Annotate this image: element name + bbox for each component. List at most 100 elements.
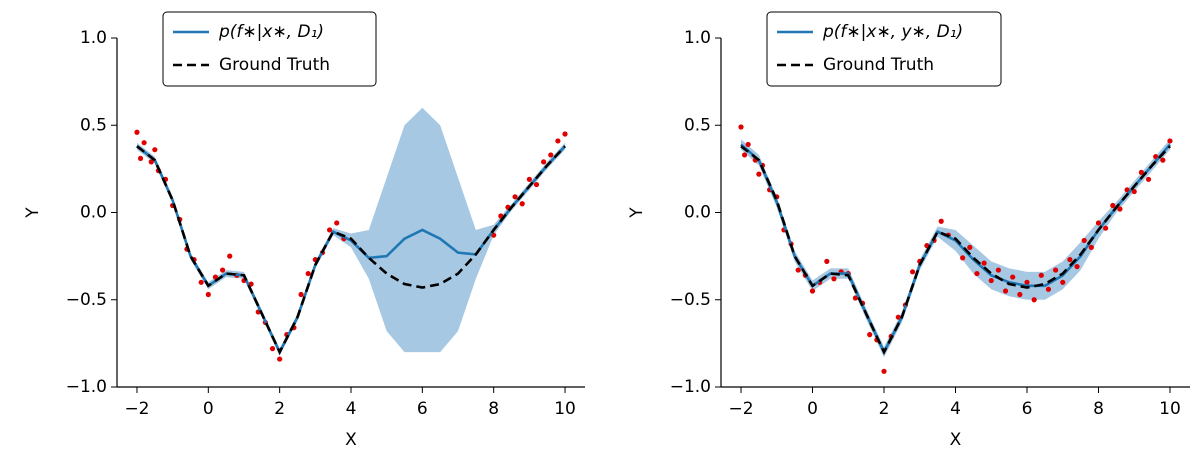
data-point xyxy=(1017,291,1023,298)
y-tick-label: −1.0 xyxy=(66,377,107,397)
x-tick-label: 2 xyxy=(879,399,890,419)
x-tick-label: 6 xyxy=(1022,399,1033,419)
data-point xyxy=(852,295,859,301)
x-tick-label: −2 xyxy=(124,399,149,419)
data-point xyxy=(1002,288,1009,294)
legend-label: Ground Truth xyxy=(823,55,934,75)
data-point xyxy=(824,258,830,264)
y-tick-label: −1.0 xyxy=(670,377,711,397)
mean-line xyxy=(136,145,566,356)
data-point xyxy=(1167,138,1173,144)
x-tick-label: 4 xyxy=(950,399,961,419)
data-point xyxy=(881,368,887,374)
data-point xyxy=(988,277,994,284)
data-point xyxy=(519,201,525,207)
y-tick-label: −0.5 xyxy=(66,290,107,310)
y-tick-label: 1.0 xyxy=(684,28,711,48)
x-tick-label: 10 xyxy=(554,399,576,419)
data-point xyxy=(1095,220,1102,226)
data-point xyxy=(555,138,561,144)
data-point xyxy=(298,291,304,298)
data-point xyxy=(526,176,532,182)
data-point xyxy=(1124,187,1130,193)
data-point xyxy=(831,276,837,282)
data-point xyxy=(533,181,540,188)
data-point xyxy=(960,255,966,261)
data-point xyxy=(1031,297,1037,303)
subplot: −2 0 2 4 6 8 10 −1.0 −0.5 0.0 0.5 1.0 X Yp(f∗|x∗, D₁)… xyxy=(23,11,585,450)
data-point xyxy=(981,260,987,266)
data-point xyxy=(541,159,547,165)
data-point xyxy=(1117,206,1123,212)
x-tick-label: 8 xyxy=(488,399,499,419)
confidence-band xyxy=(136,107,566,356)
data-point xyxy=(995,267,1001,273)
data-point xyxy=(738,124,744,130)
data-point xyxy=(277,356,283,362)
x-tick-label: 4 xyxy=(346,399,357,419)
x-tick-label: 6 xyxy=(417,399,428,419)
data-point xyxy=(938,218,944,224)
data-point xyxy=(967,244,973,250)
y-tick-label: −0.5 xyxy=(670,290,711,310)
legend-box xyxy=(162,11,377,87)
data-point xyxy=(1010,274,1016,280)
data-point xyxy=(1131,188,1137,195)
x-tick-label: 0 xyxy=(203,399,214,419)
x-axis-label: X xyxy=(345,430,357,450)
data-point xyxy=(745,141,751,148)
y-axis-label: Y xyxy=(23,207,43,219)
x-tick-label: −2 xyxy=(728,399,753,419)
data-point xyxy=(974,270,980,277)
data-point xyxy=(1138,169,1144,175)
x-tick-label: 0 xyxy=(807,399,818,419)
data-point xyxy=(1145,176,1152,182)
data-point xyxy=(809,288,816,294)
y-tick-label: 0.0 xyxy=(684,203,711,223)
data-point xyxy=(1074,263,1080,270)
data-point xyxy=(1103,225,1109,231)
data-point xyxy=(548,152,554,158)
data-point xyxy=(756,171,762,177)
data-point xyxy=(152,147,158,153)
data-point xyxy=(1060,279,1066,285)
data-point xyxy=(1081,237,1087,244)
data-point xyxy=(895,314,901,320)
y-axis-label: Y xyxy=(627,207,647,219)
data-point xyxy=(219,267,226,273)
x-axis-label: X xyxy=(950,430,962,450)
legend-box xyxy=(766,11,1002,87)
data-point xyxy=(227,253,233,259)
data-point xyxy=(867,332,873,338)
ground-truth-line xyxy=(136,145,566,356)
data-point xyxy=(326,227,333,233)
y-tick-label: 0.5 xyxy=(80,115,107,135)
data-point xyxy=(334,220,340,226)
y-tick-label: 0.0 xyxy=(80,203,107,223)
legend: p(f∗|x∗, y∗, D₁) Ground Truth xyxy=(766,11,1002,87)
legend-label: p(f∗|x∗, y∗, D₁) xyxy=(822,22,963,42)
data-point xyxy=(1038,272,1044,278)
data-point xyxy=(741,152,748,158)
x-tick-label: 10 xyxy=(1159,399,1181,419)
data-point xyxy=(198,279,204,285)
data-point xyxy=(137,155,144,162)
data-point xyxy=(269,346,276,352)
legend: p(f∗|x∗, D₁) Ground Truth xyxy=(162,11,377,87)
y-tick-label: 0.5 xyxy=(684,115,711,135)
data-point xyxy=(1088,244,1094,250)
data-point xyxy=(512,194,518,200)
data-point xyxy=(148,159,154,165)
data-point xyxy=(1067,257,1073,263)
subplot: −2 0 2 4 6 8 10 −1.0 −0.5 0.0 0.5 1.0 X Yp(f∗|x∗, y∗,… xyxy=(627,11,1190,450)
data-point xyxy=(562,131,568,137)
confidence-band xyxy=(741,139,1170,358)
data-point xyxy=(1024,279,1030,285)
y-tick-label: 1.0 xyxy=(80,28,107,48)
data-point xyxy=(1045,286,1052,292)
data-point xyxy=(134,129,140,135)
data-point xyxy=(1110,202,1116,209)
x-tick-label: 2 xyxy=(274,399,285,419)
data-point xyxy=(305,270,311,277)
